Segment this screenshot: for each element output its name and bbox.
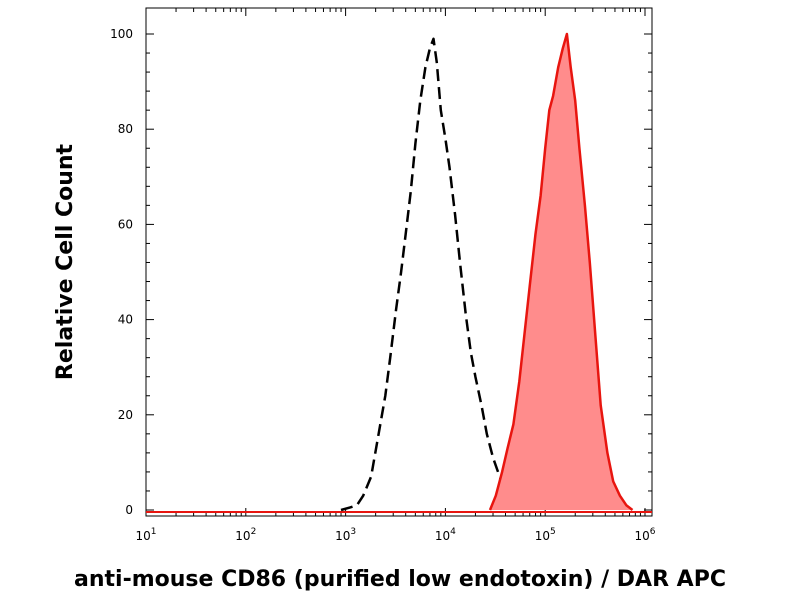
y-axis-title: Relative Cell Count xyxy=(53,143,78,380)
y-tick-label: 0 xyxy=(125,503,133,517)
x-tick-label: 105 xyxy=(535,527,556,543)
series-line-isotype-control xyxy=(340,37,517,512)
series-layer xyxy=(146,32,652,513)
x-tick-label: 103 xyxy=(335,527,356,543)
series-line-anti-mouse-cd86 xyxy=(488,32,634,511)
x-tick-label: 104 xyxy=(435,527,456,543)
y-tick-label: 40 xyxy=(118,313,133,327)
series-area-anti-mouse-cd86 xyxy=(490,34,633,510)
x-tick-label: 102 xyxy=(235,527,256,543)
y-tick-labels: 0 20 40 60 80 100 xyxy=(110,27,133,517)
y-tick-label: 80 xyxy=(118,122,133,136)
x-axis-title: anti-mouse CD86 (purified low endotoxin)… xyxy=(74,567,726,592)
x-tick-label: 101 xyxy=(135,527,156,543)
x-tick-label: 106 xyxy=(634,527,655,543)
y-tick-label: 20 xyxy=(118,408,133,422)
y-tick-label: 100 xyxy=(110,27,133,41)
minor-ticks xyxy=(146,8,652,516)
y-tick-label: 60 xyxy=(118,217,133,231)
major-ticks xyxy=(145,8,652,516)
x-tick-labels: 101 102 103 104 105 106 xyxy=(135,527,655,543)
